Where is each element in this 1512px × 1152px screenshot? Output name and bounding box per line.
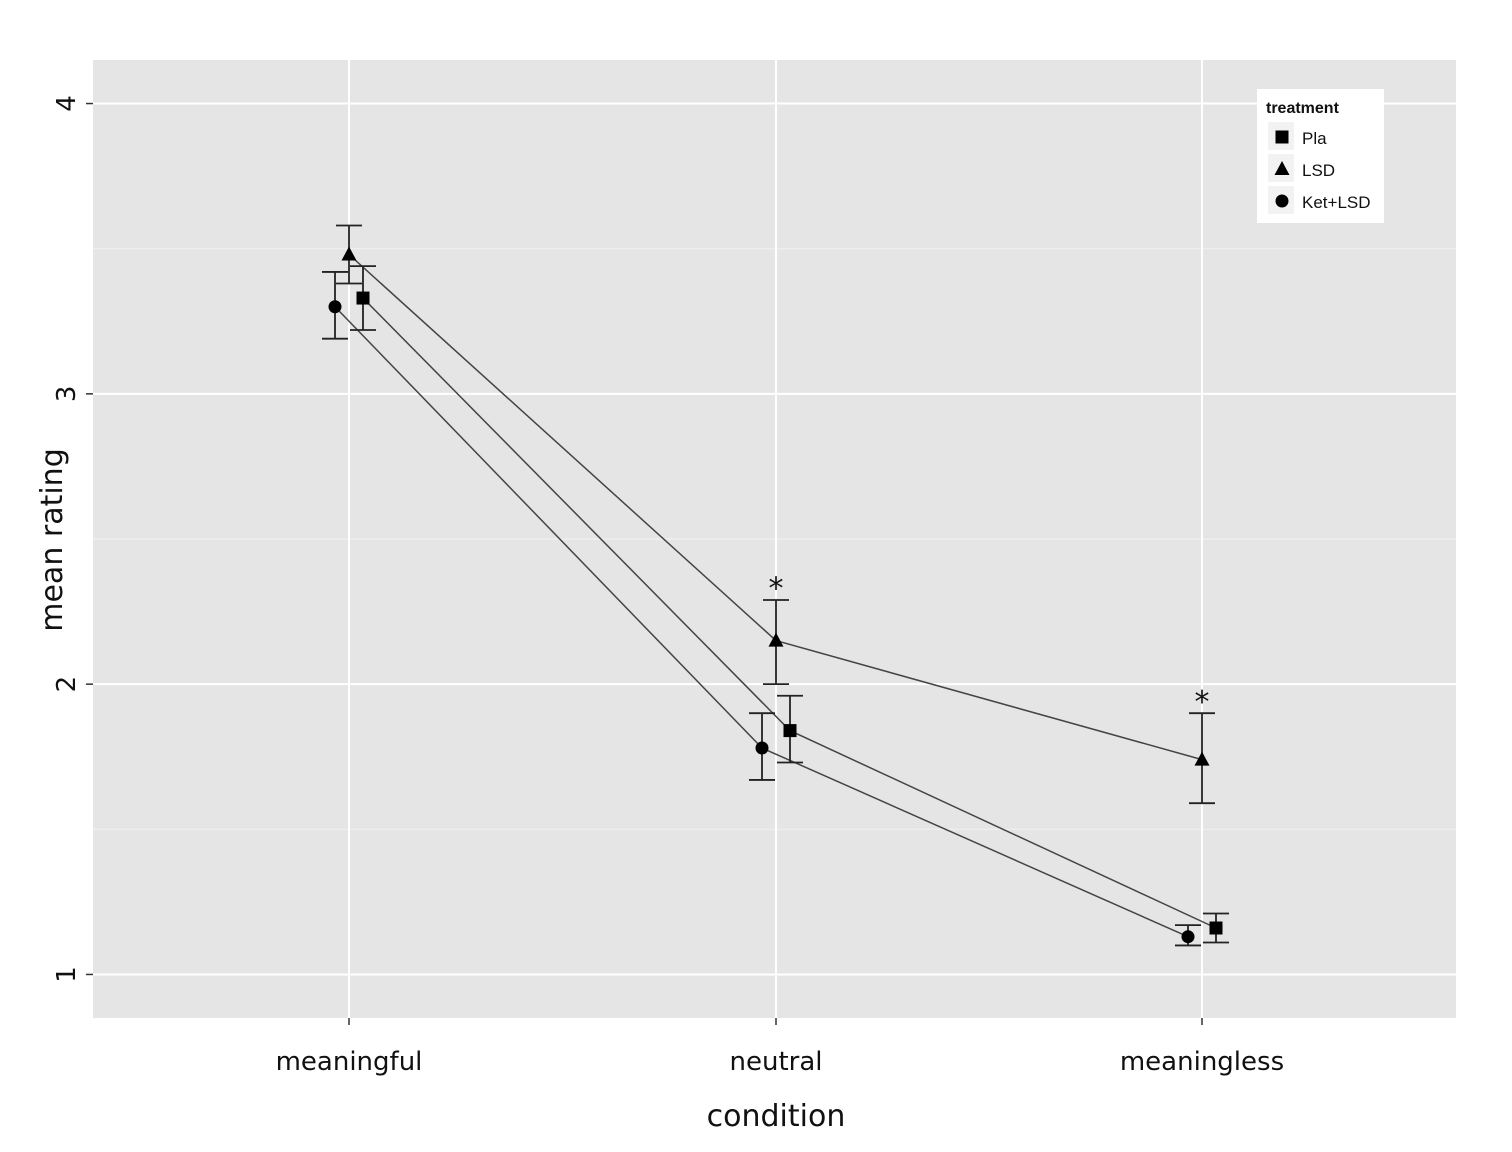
legend-items: Pla LSD Ket+LSD	[1268, 122, 1371, 214]
marker-triangle	[768, 632, 784, 647]
legend: treatment Pla LSD Ket+LSD	[1257, 89, 1384, 223]
legend-label: Ket+LSD	[1302, 193, 1371, 212]
significance-asterisk: *	[1195, 685, 1210, 720]
y-tick-label: 1	[52, 966, 82, 983]
marker-square	[1209, 921, 1223, 935]
marker-triangle	[1274, 161, 1290, 175]
legend-label: Pla	[1302, 129, 1327, 148]
significance-asterisk: *	[769, 572, 784, 607]
marker-circle	[1275, 194, 1289, 208]
x-axis-ticks: meaningful neutral meaningless	[276, 1018, 1284, 1077]
x-tick-label: meaningless	[1120, 1047, 1284, 1077]
y-tick-label: 3	[52, 386, 82, 403]
annotations: **	[769, 572, 1210, 720]
y-tick-label: 2	[52, 676, 82, 693]
legend-title: treatment	[1266, 100, 1340, 117]
legend-label: LSD	[1302, 161, 1335, 180]
marker-square	[1275, 130, 1289, 144]
marker-triangle	[341, 246, 357, 261]
marker-triangle	[1194, 751, 1210, 766]
marker-square	[783, 724, 797, 738]
marker-circle	[1181, 930, 1195, 944]
y-tick-label: 4	[52, 95, 82, 112]
x-tick-label: neutral	[730, 1047, 823, 1077]
marker-square	[356, 291, 370, 305]
markers	[328, 246, 1223, 944]
x-tick-label: meaningful	[276, 1047, 423, 1077]
grid-minor	[93, 248, 1456, 830]
y-axis-ticks: 1 2 3 4	[52, 95, 93, 983]
y-axis-title: mean rating	[35, 448, 70, 632]
grid-major	[93, 60, 1456, 1018]
marker-circle	[328, 300, 342, 314]
x-axis-title: condition	[707, 1099, 846, 1134]
marker-circle	[755, 741, 769, 755]
